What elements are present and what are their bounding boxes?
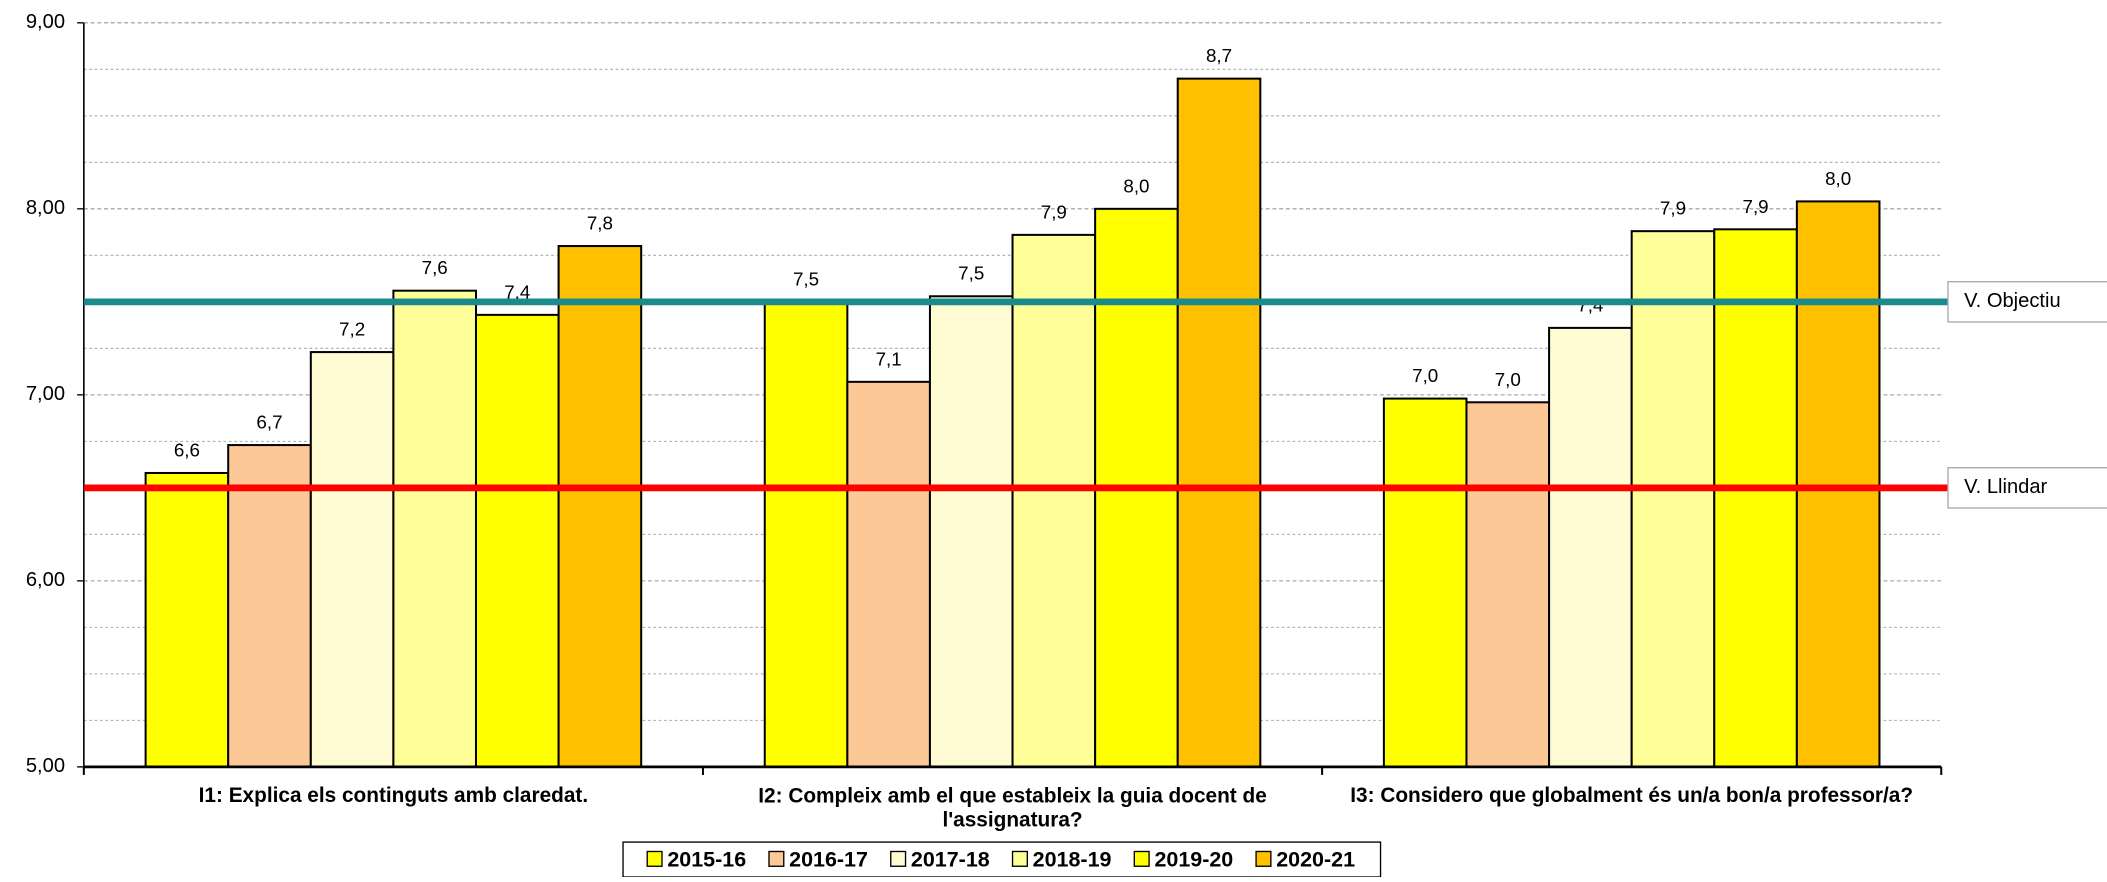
value-label: 7,0 xyxy=(1495,369,1521,390)
x-tick-label: I2: Compleix amb el que estableix la gui… xyxy=(758,784,1267,831)
value-label: 7,2 xyxy=(339,319,365,340)
value-label: 7,1 xyxy=(876,348,902,369)
value-label: 8,0 xyxy=(1825,168,1851,189)
legend-swatch xyxy=(1133,850,1150,867)
value-label: 6,7 xyxy=(256,412,282,433)
value-label: 7,6 xyxy=(422,257,448,278)
bar xyxy=(1795,200,1881,768)
value-label: 7,8 xyxy=(587,213,613,234)
value-label: 7,9 xyxy=(1660,198,1686,219)
reference-label-box xyxy=(1947,467,2107,509)
y-tick-label: 8,00 xyxy=(26,197,65,219)
reference-label: V. Objectiu xyxy=(1964,290,2061,312)
value-label: 7,0 xyxy=(1412,365,1438,386)
bar xyxy=(474,313,560,768)
value-label: 6,6 xyxy=(174,439,200,460)
legend-label: 2020-21 xyxy=(1276,848,1355,872)
legend-label: 2018-19 xyxy=(1033,848,1112,872)
legend-label: 2017-18 xyxy=(911,848,990,872)
bar xyxy=(846,380,931,768)
value-label: 7,9 xyxy=(1041,201,1067,222)
bar xyxy=(763,300,849,768)
legend-swatch xyxy=(1255,850,1272,867)
bar xyxy=(1713,228,1798,768)
bar xyxy=(1548,326,1633,768)
bar xyxy=(1465,401,1551,768)
value-label: 8,7 xyxy=(1206,45,1232,66)
legend-swatch xyxy=(1011,850,1028,867)
value-label: 7,9 xyxy=(1742,196,1768,217)
bar xyxy=(928,295,1014,768)
bar xyxy=(227,444,312,768)
legend-swatch xyxy=(768,850,785,867)
value-label: 7,5 xyxy=(793,268,819,289)
x-tick-label: I1: Explica els continguts amb claredat. xyxy=(199,784,589,807)
legend-swatch xyxy=(646,850,663,867)
y-tick-label: 6,00 xyxy=(26,569,65,591)
bar xyxy=(1382,397,1468,768)
value-label: 8,0 xyxy=(1123,175,1149,196)
legend-box xyxy=(622,841,1382,878)
legend: 2015-16 2016-17 2017-18 2018-19 2019-20 2020-… xyxy=(622,841,1382,878)
x-tick-label-line: l'assignatura? xyxy=(942,808,1082,831)
bar xyxy=(144,471,230,768)
value-label: 7,5 xyxy=(958,263,984,284)
y-tick-label: 7,00 xyxy=(26,383,65,405)
bar xyxy=(557,245,643,768)
legend-label: 2016-17 xyxy=(789,848,868,872)
legend-label: 2019-20 xyxy=(1154,848,1233,872)
bar xyxy=(392,289,478,768)
bar xyxy=(309,351,395,768)
bar xyxy=(1011,233,1097,768)
reference-label-box xyxy=(1947,281,2107,323)
x-tick-label: I3: Considero que globalment és un/a bon… xyxy=(1350,784,1913,807)
legend-swatch xyxy=(890,850,907,867)
reference-label: V. Llindar xyxy=(1964,476,2047,498)
value-label: 7,4 xyxy=(504,281,530,302)
x-tick-label-line: I2: Compleix amb el que estableix la gui… xyxy=(758,784,1267,807)
legend-label: 2015-16 xyxy=(667,848,746,872)
y-tick-label: 5,00 xyxy=(26,755,65,777)
y-tick-label: 9,00 xyxy=(26,11,65,33)
bar xyxy=(1630,230,1716,768)
bar xyxy=(1176,77,1262,768)
